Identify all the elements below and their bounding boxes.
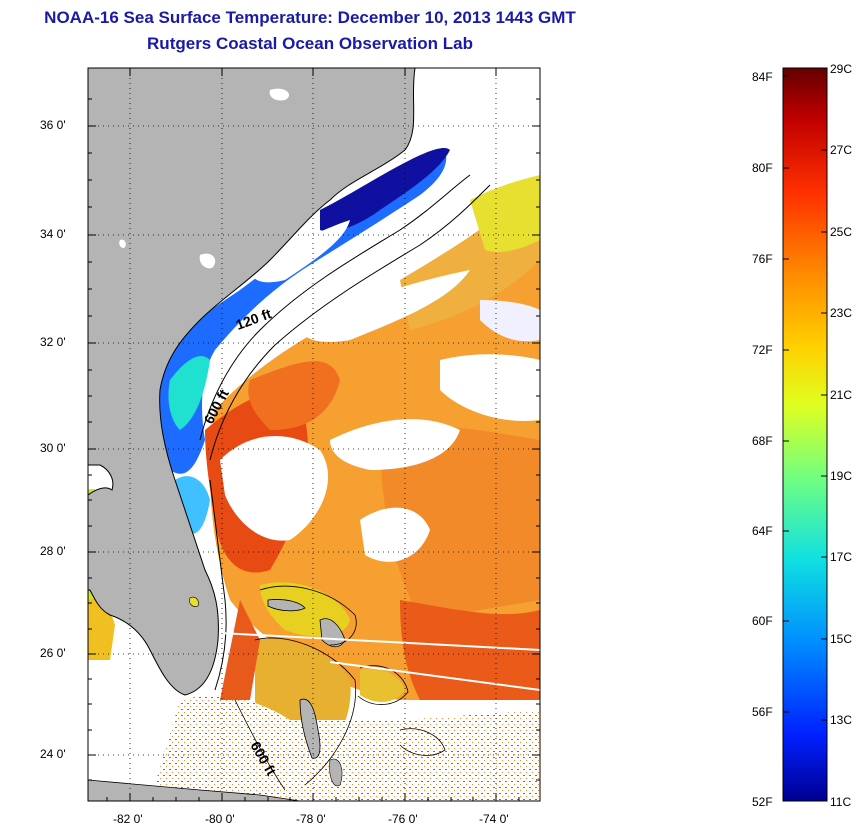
cb-c-label-11: 11C <box>830 795 852 809</box>
cb-c-label-27: 27C <box>830 143 853 157</box>
ocean-red-patch <box>400 600 540 700</box>
isobath-120ft <box>199 174 471 441</box>
cloud-patch-2 <box>300 270 470 342</box>
bahamas-bank-east <box>360 668 405 702</box>
colorbar <box>782 67 828 802</box>
cloud-patch-5 <box>440 354 540 421</box>
isobath-600ft-south <box>234 699 286 791</box>
florida-straits <box>220 600 260 700</box>
cb-c-label-21: 21C <box>830 388 853 402</box>
graticule <box>88 68 540 801</box>
cb-f-label-52: 52F <box>752 795 773 809</box>
map-frame <box>87 67 541 802</box>
lon-label-80: -80 0' <box>205 812 235 826</box>
lon-label-74: -74 0' <box>479 812 509 826</box>
cb-c-label-15: 15C <box>830 632 853 646</box>
isobath-florida <box>209 479 227 691</box>
cb-f-label-60: 60F <box>752 614 773 628</box>
cloud-patch-3 <box>330 419 460 470</box>
cb-f-label-76: 76F <box>752 252 773 266</box>
cloud-patch-6 <box>480 300 540 342</box>
map-subtitle: Rutgers Coastal Ocean Observation Lab <box>147 34 473 53</box>
island-cuba-north <box>329 758 343 787</box>
land-us-east-coast <box>88 68 416 696</box>
lon-label-76: -76 0' <box>388 812 418 826</box>
cyan-shelf-patch <box>168 356 210 430</box>
swath-line-2 <box>329 661 540 691</box>
cb-c-label-19: 19C <box>830 469 853 483</box>
cb-f-label-56: 56F <box>752 705 773 719</box>
lat-label-26: 26 0' <box>40 646 66 660</box>
lat-label-30: 30 0' <box>40 441 66 455</box>
cb-f-label-64: 64F <box>752 524 773 538</box>
lat-label-28: 28 0' <box>40 544 66 558</box>
isobath-bahamas-east <box>357 665 409 705</box>
cb-c-label-29: 29C <box>830 62 853 76</box>
lon-label-82: -82 0' <box>113 812 143 826</box>
island-grand-bahama <box>267 599 306 612</box>
swath-line-1 <box>219 632 540 651</box>
axis-ticks <box>88 68 540 801</box>
cb-c-label-25: 25C <box>830 225 853 239</box>
lat-label-24: 24 0' <box>40 747 66 761</box>
lake-okeechobee <box>189 596 199 607</box>
minor-ticks <box>88 98 540 801</box>
lake-1 <box>269 88 290 101</box>
cloud-patch-4 <box>360 507 430 562</box>
cb-f-label-84: 84F <box>752 70 773 84</box>
cb-c-label-17: 17C <box>830 550 853 564</box>
map-area <box>88 68 540 801</box>
cb-c-label-23: 23C <box>830 306 853 320</box>
cloud-patch-1 <box>220 436 329 541</box>
ocean-warm-patch <box>248 361 340 430</box>
cb-f-label-80: 80F <box>752 161 773 175</box>
cloud-shelf <box>250 220 350 283</box>
ocean-yellow-patch <box>470 175 540 252</box>
map-title: NOAA-16 Sea Surface Temperature: Decembe… <box>44 8 576 27</box>
isobath-600ft <box>209 184 491 461</box>
lat-label-36: 36 0' <box>40 118 66 132</box>
cb-f-label-72: 72F <box>752 343 773 357</box>
speckled-ocean <box>150 696 540 801</box>
cb-f-label-68: 68F <box>752 434 773 448</box>
isobath-bahamas-south <box>399 728 446 756</box>
isobath-bahamas-great <box>254 637 357 786</box>
lat-label-32: 32 0' <box>40 335 66 349</box>
land-cuba <box>88 779 301 801</box>
lake-3 <box>119 239 126 248</box>
lon-label-78: -78 0' <box>296 812 326 826</box>
ocean-orange-patch <box>380 425 540 620</box>
lake-2 <box>199 253 216 269</box>
cold-pamlico-water <box>320 148 450 232</box>
colorbar-ticks <box>783 75 827 721</box>
cb-c-label-13: 13C <box>830 713 853 727</box>
island-andros <box>299 698 321 759</box>
lat-label-34: 34 0' <box>40 227 66 241</box>
